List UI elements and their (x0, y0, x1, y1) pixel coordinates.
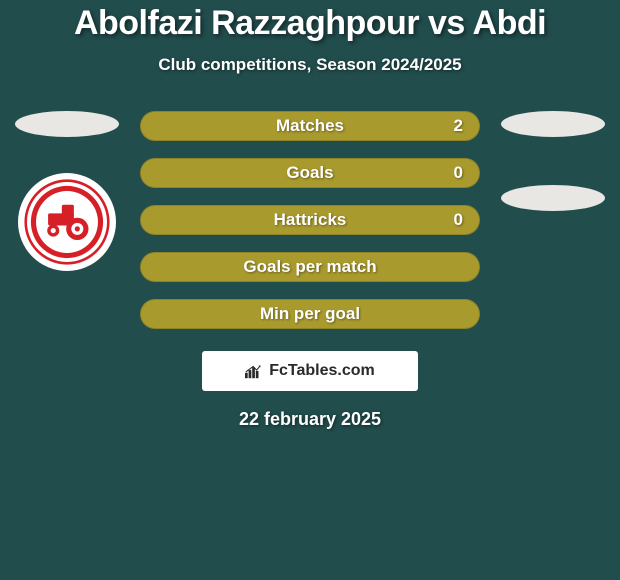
player-avatar-placeholder (15, 111, 119, 137)
stat-bar-goals-per-match: Goals per match (140, 252, 480, 282)
tractor-club-icon (24, 179, 110, 265)
stat-label: Matches (276, 116, 344, 136)
left-player-col (12, 111, 122, 271)
stat-label: Min per goal (260, 304, 360, 324)
stat-bar-matches: Matches 2 (140, 111, 480, 141)
stat-bars: Matches 2 Goals 0 Hattricks 0 Goals per … (140, 111, 480, 329)
right-player-col (498, 111, 608, 211)
stat-value: 0 (454, 163, 463, 183)
player-avatar-placeholder (501, 111, 605, 137)
stat-label: Goals per match (243, 257, 376, 277)
stats-area: Matches 2 Goals 0 Hattricks 0 Goals per … (0, 111, 620, 329)
club-logo-placeholder (501, 185, 605, 211)
date-text: 22 february 2025 (239, 409, 381, 430)
fctables-badge: FcTables.com (202, 351, 418, 391)
comparison-card: Abolfazi Razzaghpour vs Abdi Club compet… (0, 0, 620, 430)
fctables-label: FcTables.com (269, 362, 375, 380)
page-subtitle: Club competitions, Season 2024/2025 (0, 55, 620, 75)
club-logo-left (18, 173, 116, 271)
stat-bar-hattricks: Hattricks 0 (140, 205, 480, 235)
stat-value: 2 (454, 116, 463, 136)
footer-area: FcTables.com 22 february 2025 (0, 351, 620, 430)
stat-label: Hattricks (274, 210, 347, 230)
page-title: Abolfazi Razzaghpour vs Abdi (0, 4, 620, 43)
stat-bar-goals: Goals 0 (140, 158, 480, 188)
stat-label: Goals (286, 163, 333, 183)
stat-bar-min-per-goal: Min per goal (140, 299, 480, 329)
stat-value: 0 (454, 210, 463, 230)
chart-icon (245, 363, 263, 379)
